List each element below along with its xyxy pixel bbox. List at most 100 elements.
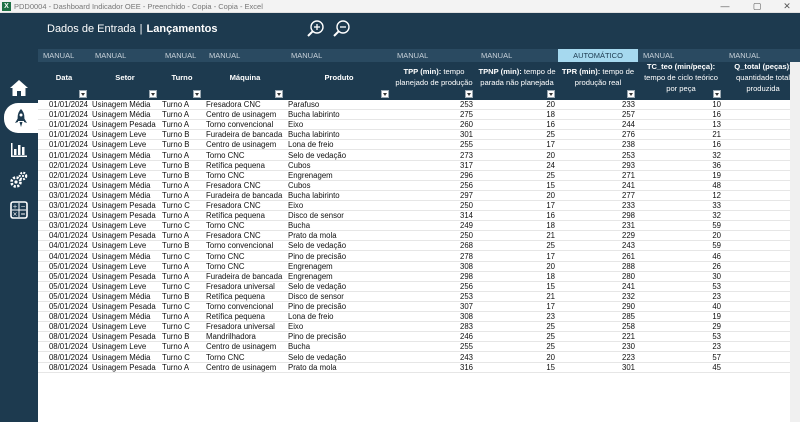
cell-tpnp[interactable]: 17 (546, 302, 555, 311)
cell-tc-teo[interactable]: 30 (712, 271, 721, 281)
zoom-in-icon[interactable] (306, 19, 326, 39)
cell-tc-teo[interactable]: 45 (712, 362, 721, 372)
cell-machine[interactable]: Fresadora CNC (206, 201, 261, 210)
filter-dropdown-tc-teo[interactable] (713, 90, 721, 98)
filter-dropdown-tpr[interactable] (627, 90, 635, 98)
cell-machine[interactable]: Centro de usinagem (206, 140, 277, 150)
cell-tpnp[interactable]: 17 (546, 251, 555, 261)
cell-shift[interactable]: Turno A (162, 180, 190, 190)
cell-machine[interactable]: Retífica pequena (206, 291, 265, 301)
filter-dropdown-tpp[interactable] (465, 90, 473, 98)
cell-tc-teo[interactable]: 10 (712, 100, 721, 109)
cell-tpnp[interactable]: 20 (546, 150, 555, 160)
cell-tpp[interactable]: 273 (459, 150, 473, 160)
cell-tpnp[interactable]: 18 (546, 110, 555, 120)
cell-date[interactable]: 08/01/2024 (48, 362, 88, 372)
cell-tpr[interactable]: 243 (621, 241, 635, 251)
cell-q-total[interactable]: 2 (724, 332, 800, 342)
cell-shift[interactable]: Turno C (162, 201, 190, 210)
cell-machine[interactable]: Fresadora CNC (206, 180, 261, 190)
cell-date[interactable]: 01/01/2024 (48, 110, 88, 120)
cell-tpr[interactable]: 271 (621, 170, 635, 180)
cell-q-total[interactable]: 21 (724, 100, 800, 110)
cell-tpnp[interactable]: 17 (546, 201, 555, 210)
cell-product[interactable]: Lona de freio (288, 312, 334, 322)
cell-tpnp[interactable]: 23 (546, 312, 555, 322)
cell-product[interactable]: Engrenagem (288, 261, 333, 271)
cell-tc-teo[interactable]: 33 (712, 201, 721, 210)
cell-tpp[interactable]: 250 (459, 201, 473, 210)
cell-tpnp[interactable]: 16 (546, 211, 555, 221)
cell-shift[interactable]: Turno A (162, 120, 190, 130)
cell-product[interactable]: Bucha (288, 342, 311, 352)
cell-product[interactable]: Selo de vedação (288, 352, 347, 362)
cell-tc-teo[interactable]: 13 (712, 120, 721, 130)
cell-q-total[interactable]: 21 (724, 191, 800, 201)
cell-shift[interactable]: Turno A (162, 110, 190, 120)
cell-product[interactable]: Bucha (288, 221, 311, 231)
table-row[interactable]: 08/01/2024 Usinagem Leve Turno C Fresadora … (38, 322, 800, 333)
cell-tpp[interactable]: 256 (459, 281, 473, 291)
cell-q-total[interactable]: 13 (724, 140, 800, 150)
cell-date[interactable]: 08/01/2024 (48, 342, 88, 352)
cell-q-total[interactable]: 5 (724, 201, 800, 211)
cell-tpp[interactable]: 308 (459, 312, 473, 322)
cell-tpr[interactable]: 290 (621, 302, 635, 311)
cell-product[interactable]: Engrenagem (288, 271, 333, 281)
cell-date[interactable]: 01/01/2024 (48, 140, 88, 150)
sidebar-item-dashboard[interactable] (0, 135, 38, 165)
cell-date[interactable]: 04/01/2024 (48, 231, 88, 241)
cell-sector[interactable]: Usinagem Leve (92, 160, 147, 170)
cell-q-total[interactable]: 6 (724, 151, 800, 161)
cell-shift[interactable]: Turno B (162, 160, 190, 170)
cell-shift[interactable]: Turno B (162, 332, 190, 342)
cell-q-total[interactable]: 2 (724, 353, 800, 363)
cell-tpp[interactable]: 249 (459, 221, 473, 231)
table-row[interactable]: 01/01/2024 Usinagem Leve Turno B Centro de … (38, 140, 800, 151)
zoom-out-icon[interactable] (332, 19, 352, 39)
cell-product[interactable]: Pino de precisão (288, 251, 347, 261)
minimize-button[interactable]: — (720, 1, 730, 11)
cell-sector[interactable]: Usinagem Pesada (92, 332, 156, 342)
cell-tpp[interactable]: 275 (459, 110, 473, 120)
cell-date[interactable]: 02/01/2024 (48, 170, 88, 180)
cell-tc-teo[interactable]: 48 (712, 180, 721, 190)
table-row[interactable]: 03/01/2024 Usinagem Leve Turno C Torno CNC B… (38, 221, 800, 232)
cell-tc-teo[interactable]: 32 (712, 150, 721, 160)
cell-tpnp[interactable]: 18 (546, 221, 555, 231)
cell-product[interactable]: Bucha labirinto (288, 130, 340, 140)
cell-shift[interactable]: Turno B (162, 291, 190, 301)
cell-machine[interactable]: Mandrilhadora (206, 332, 256, 342)
cell-sector[interactable]: Usinagem Média (92, 352, 151, 362)
table-row[interactable]: 08/01/2024 Usinagem Média Turno A Retífica … (38, 312, 800, 323)
cell-tpnp[interactable]: 20 (546, 352, 555, 362)
cell-q-total[interactable]: 14 (724, 110, 800, 120)
cell-tpp[interactable]: 250 (459, 231, 473, 241)
cell-tpp[interactable]: 297 (459, 190, 473, 200)
cell-tpnp[interactable]: 25 (546, 342, 555, 352)
cell-tc-teo[interactable]: 23 (712, 342, 721, 352)
cell-tpp[interactable]: 301 (459, 130, 473, 140)
cell-sector[interactable]: Usinagem Pesada (92, 120, 156, 130)
table-row[interactable]: 03/01/2024 Usinagem Pesada Turno C Fresador… (38, 201, 800, 212)
cell-tpr[interactable]: 298 (621, 211, 635, 221)
cell-q-total[interactable]: 5 (724, 302, 800, 312)
cell-product[interactable]: Lona de freio (288, 140, 334, 150)
cell-date[interactable]: 05/01/2024 (48, 261, 88, 271)
cell-date[interactable]: 04/01/2024 (48, 251, 88, 261)
cell-q-total[interactable]: 7 (724, 272, 800, 282)
cell-tpnp[interactable]: 18 (546, 271, 555, 281)
cell-date[interactable]: 03/01/2024 (48, 221, 88, 231)
cell-shift[interactable]: Turno A (162, 150, 190, 160)
cell-q-total[interactable]: 12 (724, 171, 800, 181)
cell-tpnp[interactable]: 17 (546, 140, 555, 150)
cell-tpr[interactable]: 223 (621, 352, 635, 362)
cell-tc-teo[interactable]: 57 (712, 352, 721, 362)
cell-product[interactable]: Selo de vedação (288, 281, 347, 291)
cell-tpr[interactable]: 280 (621, 271, 635, 281)
cell-product[interactable]: Pino de precisão (288, 332, 347, 342)
cell-product[interactable]: Bucha labirinto (288, 190, 340, 200)
cell-product[interactable]: Eixo (288, 322, 304, 332)
cell-shift[interactable]: Turno B (162, 140, 190, 150)
cell-sector[interactable]: Usinagem Média (92, 312, 151, 322)
